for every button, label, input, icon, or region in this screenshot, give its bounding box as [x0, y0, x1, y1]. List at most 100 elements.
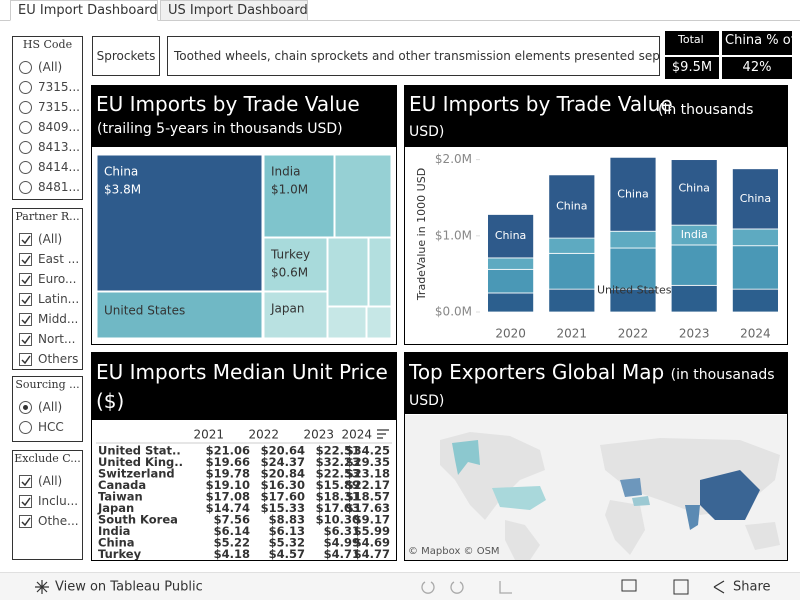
chart-title: EU Imports by Trade Value: [96, 92, 360, 116]
treemap-cell: [334, 154, 392, 238]
treemap-value: $0.6M: [271, 266, 308, 280]
bar-segment: [487, 292, 535, 313]
table-cell: $17.03: [316, 501, 360, 515]
tab-bar: [0, 20, 800, 21]
map-subtitle: (in thousanads USD): [409, 367, 775, 409]
checkbox[interactable]: [19, 515, 32, 528]
filter-item[interactable]: Midd...: [38, 312, 79, 326]
filter-item[interactable]: (All): [38, 474, 63, 488]
share-button[interactable]: Share: [733, 580, 771, 595]
filter-title: Partner R...: [15, 210, 80, 223]
radio[interactable]: [19, 421, 32, 434]
radio[interactable]: [19, 141, 32, 154]
footer-link[interactable]: View on Tableau Public: [55, 580, 203, 595]
row-label: United King..: [98, 455, 183, 469]
row-label: South Korea: [98, 513, 178, 527]
filter-item[interactable]: 8414...: [38, 160, 80, 174]
table-title: EU Imports Median Unit Price ($): [96, 360, 388, 413]
radio[interactable]: [19, 401, 32, 414]
checkbox[interactable]: [19, 333, 32, 346]
radio-dot: [23, 405, 28, 410]
filter-item[interactable]: (All): [38, 60, 63, 74]
bar-segment: [670, 244, 718, 286]
filter-item[interactable]: Othe...: [38, 514, 79, 528]
filter-item[interactable]: 7315...: [38, 80, 80, 94]
table-cell: $22.51: [316, 444, 360, 458]
segment-label: China: [617, 187, 648, 200]
filter-item[interactable]: 8409...: [38, 120, 80, 134]
radio[interactable]: [19, 181, 32, 194]
map-attribution: © Mapbox © OSM: [408, 546, 500, 557]
check-mark: [21, 235, 31, 245]
treemap-label: United States: [104, 304, 185, 318]
bar-segment: [548, 237, 596, 254]
checkbox[interactable]: [19, 293, 32, 306]
column-header: 2022: [248, 428, 279, 442]
filter-item[interactable]: Inclu...: [38, 494, 79, 508]
table-cell: $17.08: [206, 490, 250, 504]
filter-item[interactable]: 7315...: [38, 100, 80, 114]
segment-label: United States: [597, 284, 672, 297]
filter-item[interactable]: Euro...: [38, 272, 77, 286]
panel-body: [91, 419, 397, 561]
country: [632, 496, 650, 506]
treemap-label: China: [104, 165, 138, 179]
segment-label: China: [495, 229, 526, 242]
x-tick-label: 2022: [618, 327, 649, 341]
radio[interactable]: [19, 61, 32, 74]
bar-segment: [487, 268, 535, 294]
table-cell: $20.84: [261, 467, 305, 481]
panel-header: [91, 352, 397, 420]
radio[interactable]: [19, 161, 32, 174]
checkbox[interactable]: [19, 273, 32, 286]
table-cell: $6.13: [269, 524, 305, 538]
filter-item[interactable]: Others: [38, 352, 79, 366]
checkbox[interactable]: [19, 253, 32, 266]
table-cell: $5.32: [269, 536, 305, 550]
filter-item[interactable]: 8413...: [38, 140, 80, 154]
filter-item[interactable]: HCC: [38, 420, 64, 434]
tab[interactable]: EU Import Dashboard: [10, 0, 158, 21]
table-cell: $18.57: [346, 490, 390, 504]
toolbar-icon: [499, 581, 512, 594]
bar-segment: [609, 230, 657, 249]
segment-label: China: [678, 181, 709, 194]
checkbox[interactable]: [19, 233, 32, 246]
row-label: Canada: [98, 478, 146, 492]
column-header: 2024: [341, 428, 372, 442]
filter-item[interactable]: (All): [38, 232, 63, 246]
table-cell: $20.64: [261, 444, 305, 458]
checkbox[interactable]: [19, 313, 32, 326]
filter-item[interactable]: Nort...: [38, 332, 76, 346]
row-label: Taiwan: [98, 490, 143, 504]
bar-segment: [670, 159, 718, 226]
bar-segment: [487, 214, 535, 259]
treemap-cell: [366, 306, 392, 339]
panel-header: [404, 352, 788, 414]
filter-item[interactable]: 8481...: [38, 180, 80, 194]
check-mark: [21, 517, 31, 527]
checkbox[interactable]: [19, 495, 32, 508]
table-cell: $7.56: [214, 513, 250, 527]
y-tick-label: $0.0M: [435, 305, 472, 319]
tab[interactable]: US Import Dashboard: [160, 0, 308, 21]
filter-item[interactable]: Latin...: [38, 292, 80, 306]
table-cell: $19.78: [206, 467, 250, 481]
treemap-label: Turkey: [270, 248, 310, 262]
radio[interactable]: [19, 81, 32, 94]
radio[interactable]: [19, 101, 32, 114]
filter-title: Sourcing ...: [15, 378, 80, 391]
filter-item[interactable]: East ...: [38, 252, 80, 266]
table-cell: $4.18: [214, 547, 250, 561]
radio[interactable]: [19, 121, 32, 134]
checkbox[interactable]: [19, 353, 32, 366]
filter-item[interactable]: (All): [38, 400, 63, 414]
bar-segment: [548, 288, 596, 313]
checkbox[interactable]: [19, 475, 32, 488]
y-tick-label: $1.0M: [435, 228, 472, 242]
bar-segment: [487, 257, 535, 270]
column-header: 2021: [193, 428, 224, 442]
footer: [0, 572, 800, 600]
table-cell: $15.89: [316, 478, 360, 492]
